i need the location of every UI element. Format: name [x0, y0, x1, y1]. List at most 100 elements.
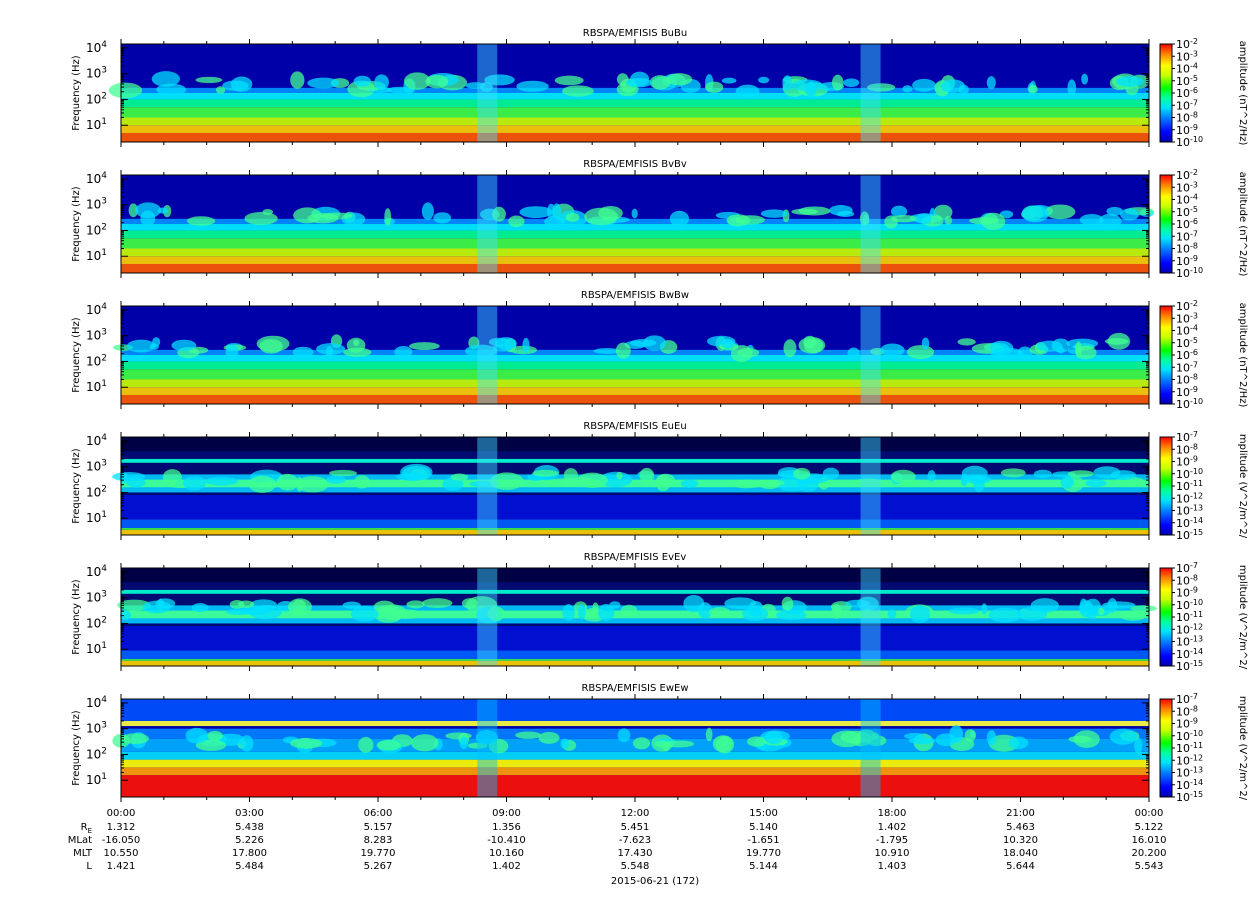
colorbar-tick-label: 10-10 — [1176, 598, 1203, 612]
ephemeris-value: 5.267 — [364, 861, 393, 872]
colorbar-label: amplitude (nT^2/Hz) — [1237, 41, 1248, 146]
colorbar: 10-210-310-410-510-610-710-810-910-10 amp… — [1159, 299, 1248, 411]
ephemeris-value: 1.402 — [492, 861, 521, 872]
y-tick-label: 102 — [86, 353, 107, 368]
x-tick-label: 06:00 — [364, 808, 393, 819]
colorbar-tick-label: 10-9 — [1176, 586, 1198, 600]
colorbar-tick-label: 10-2 — [1176, 299, 1198, 313]
colorbar-tick-label: 10-2 — [1176, 168, 1198, 182]
y-tick-label: 101 — [86, 248, 107, 263]
x-tick-label: 18:00 — [878, 808, 907, 819]
colorbar-tick-label: 10-5 — [1176, 205, 1198, 219]
colorbar-label: mplitude (V^2/m^2/ — [1237, 696, 1248, 801]
x-tick-label: 15:00 — [749, 808, 778, 819]
ephemeris-table: RE 1.312 5.438 5.157 1.356 5.451 5.140 1.402 5.4… — [68, 822, 1167, 872]
colorbar-tick-label: 10-7 — [1176, 229, 1198, 243]
y-tick-label: 102 — [86, 746, 107, 761]
panel-title: RBSPA/EMFISIS BvBv — [583, 159, 687, 170]
y-tick-label: 101 — [86, 641, 107, 656]
x-tick-label: 12:00 — [621, 808, 650, 819]
colorbar-tick-label: 10-11 — [1176, 610, 1203, 624]
colorbar: 10-710-810-910-1010-1110-1210-1310-1410-… — [1159, 692, 1248, 804]
ephemeris-row-label: MLat — [68, 835, 92, 846]
ephemeris-value: 19.770 — [746, 848, 781, 859]
y-axis-label: Frequency (Hz) — [71, 579, 82, 655]
y-tick-label: 101 — [86, 117, 107, 132]
ephemeris-value: -1.651 — [747, 835, 779, 846]
ephemeris-value: -10.410 — [487, 835, 526, 846]
spectrogram-image — [108, 44, 1150, 142]
colorbar-tick-label: 10-6 — [1176, 348, 1198, 362]
colorbar-tick-label: 10-6 — [1176, 217, 1198, 231]
y-tick-label: 102 — [86, 484, 107, 499]
colorbar-tick-label: 10-11 — [1176, 741, 1203, 755]
colorbar-tick-label: 10-10 — [1176, 467, 1203, 481]
colorbar-label: mplitude (V^2/m^2/ — [1237, 565, 1248, 670]
ephemeris-value: 19.770 — [361, 848, 396, 859]
y-tick-label: 104 — [86, 302, 107, 317]
y-tick-label: 101 — [86, 772, 107, 787]
ephemeris-value: 18.040 — [1003, 848, 1038, 859]
ephemeris-value: -16.050 — [102, 835, 141, 846]
y-tick-label: 103 — [86, 590, 107, 605]
colorbar-tick-label: 10-5 — [1176, 74, 1198, 88]
colorbar-tick-label: 10-9 — [1176, 254, 1198, 268]
colorbar-tick-label: 10-12 — [1176, 491, 1203, 505]
colorbar-tick-label: 10-12 — [1176, 753, 1203, 767]
panel-title: RBSPA/EMFISIS EwEw — [581, 683, 688, 694]
ephemeris-value: 5.438 — [235, 822, 264, 833]
colorbar: 10-210-310-410-510-610-710-810-910-10 amp… — [1159, 168, 1248, 280]
ephemeris-value: 5.543 — [1135, 861, 1164, 872]
ephemeris-value: 5.157 — [364, 822, 393, 833]
colorbar-tick-label: 10-11 — [1176, 479, 1203, 493]
ephemeris-value: 5.226 — [235, 835, 264, 846]
ephemeris-value: 17.430 — [618, 848, 653, 859]
y-tick-label: 102 — [86, 222, 107, 237]
x-tick-label: 00:00 — [1135, 808, 1164, 819]
colorbar-tick-label: 10-3 — [1176, 49, 1198, 63]
colorbar-tick-label: 10-14 — [1176, 647, 1203, 661]
colorbar-tick-label: 10-8 — [1176, 704, 1198, 718]
colorbar: 10-210-310-410-510-610-710-810-910-10 amp… — [1159, 37, 1248, 149]
spectrogram-image — [117, 568, 1158, 666]
colorbar-tick-label: 10-4 — [1176, 193, 1198, 207]
ephemeris-row-label: L — [86, 861, 92, 872]
ephemeris-value: 5.122 — [1135, 822, 1164, 833]
ephemeris-value: 5.484 — [235, 861, 264, 872]
colorbar-tick-label: 10-13 — [1176, 766, 1203, 780]
y-tick-label: 102 — [86, 91, 107, 106]
colorbar-tick-label: 10-3 — [1176, 311, 1198, 325]
colorbar: 10-710-810-910-1010-1110-1210-1310-1410-… — [1159, 561, 1248, 673]
colorbar-tick-label: 10-10 — [1176, 266, 1203, 280]
y-tick-label: 104 — [86, 171, 107, 186]
y-tick-label: 103 — [86, 459, 107, 474]
colorbar-tick-label: 10-12 — [1176, 622, 1203, 636]
colorbar-tick-label: 10-8 — [1176, 442, 1198, 456]
colorbar-tick-label: 10-7 — [1176, 430, 1198, 444]
y-axis-label: Frequency (Hz) — [71, 55, 82, 131]
colorbar-tick-label: 10-3 — [1176, 180, 1198, 194]
colorbar-tick-label: 10-8 — [1176, 111, 1198, 125]
y-axis-label: Frequency (Hz) — [71, 448, 82, 524]
panel-title: RBSPA/EMFISIS BwBw — [581, 290, 689, 301]
spectrogram-panel-6: RBSPA/EMFISIS EwEw 101 102 103 104 Frequency … — [71, 683, 1248, 804]
colorbar-tick-label: 10-7 — [1176, 561, 1198, 575]
y-tick-label: 101 — [86, 510, 107, 525]
colorbar-tick-label: 10-4 — [1176, 324, 1198, 338]
x-tick-label: 21:00 — [1006, 808, 1035, 819]
colorbar-tick-label: 10-7 — [1176, 692, 1198, 706]
ephemeris-value: 1.402 — [878, 822, 907, 833]
colorbar-label: amplitude (nT^2/Hz) — [1237, 303, 1248, 408]
colorbar-tick-label: 10-6 — [1176, 86, 1198, 100]
ephemeris-value: 5.451 — [621, 822, 650, 833]
ephemeris-value: 10.910 — [875, 848, 910, 859]
ephemeris-value: -7.623 — [619, 835, 651, 846]
colorbar-tick-label: 10-2 — [1176, 37, 1198, 51]
y-axis-label: Frequency (Hz) — [71, 317, 82, 393]
colorbar-tick-label: 10-13 — [1176, 635, 1203, 649]
colorbar-tick-label: 10-8 — [1176, 373, 1198, 387]
spectrogram-image — [112, 699, 1149, 797]
ephemeris-value: 10.550 — [104, 848, 139, 859]
ephemeris-value: 1.403 — [878, 861, 907, 872]
